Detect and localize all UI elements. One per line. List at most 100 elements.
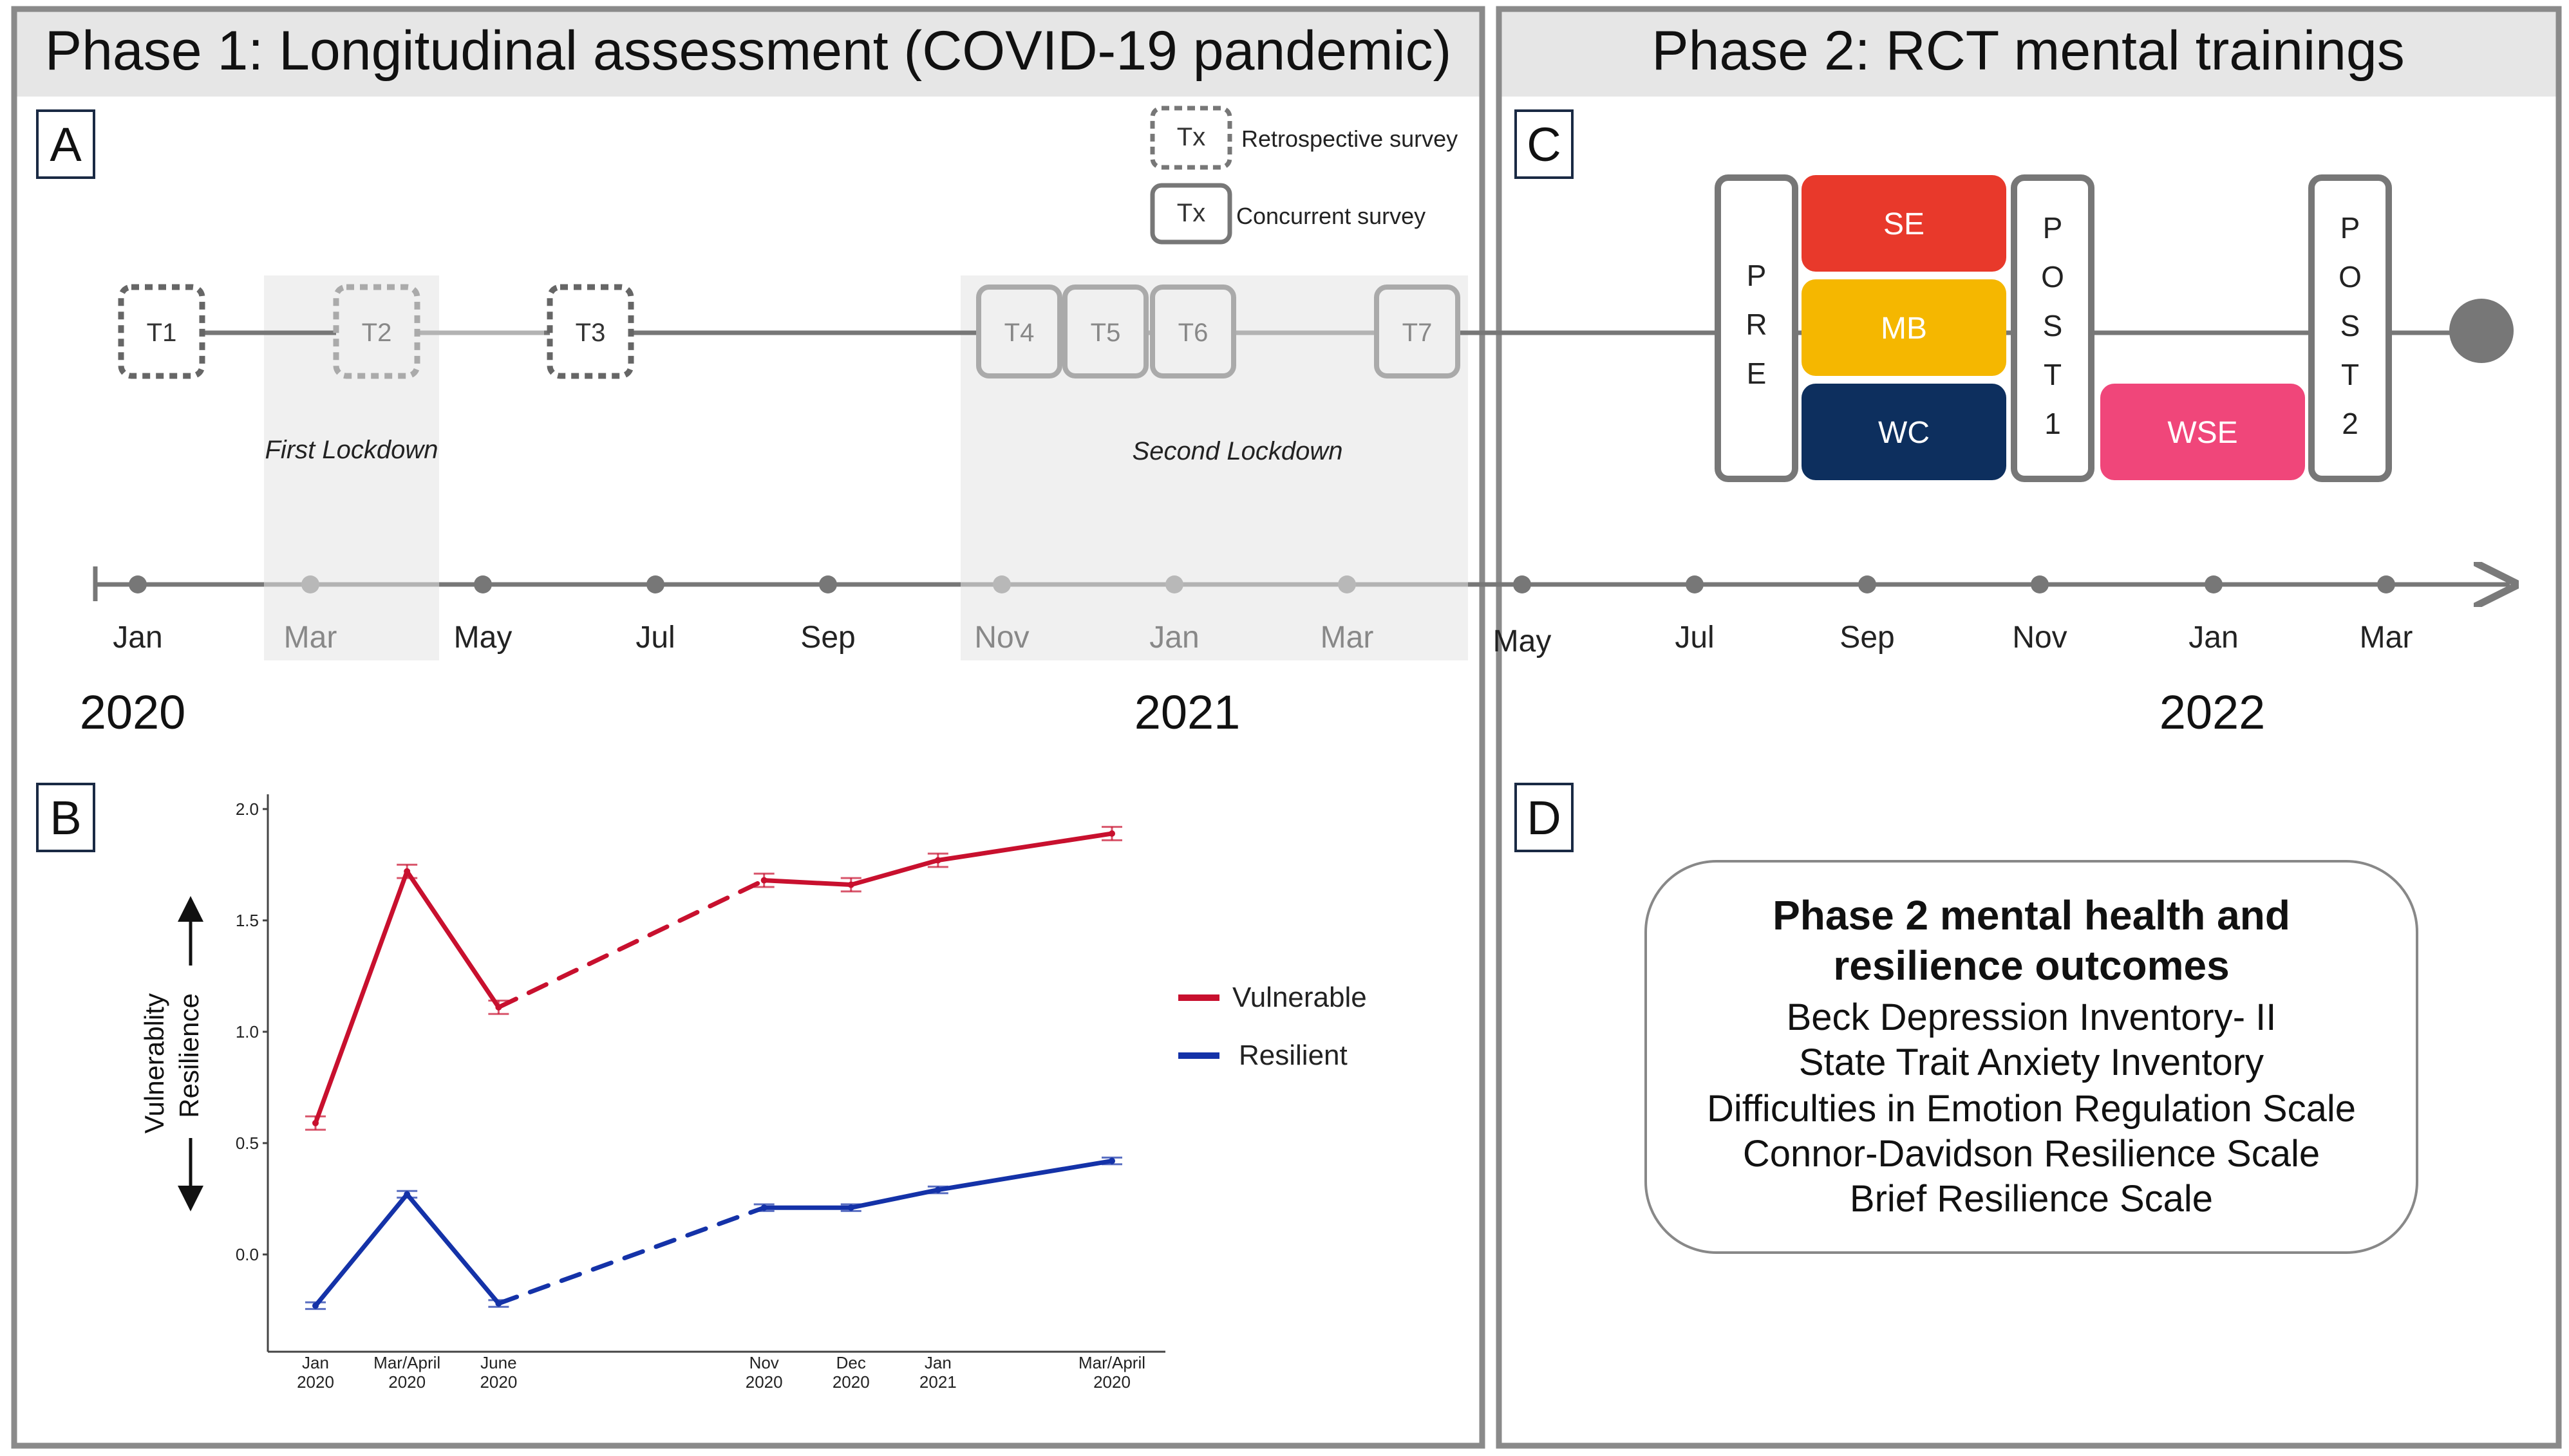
error-bar-vulnerable bbox=[397, 863, 418, 879]
month-label: Nov bbox=[2012, 621, 2067, 655]
second-lockdown-label: Second Lockdown bbox=[1133, 437, 1343, 465]
x-tick-year: 2021 bbox=[919, 1372, 957, 1392]
month-label: Jul bbox=[635, 621, 675, 655]
y-tick-label: 1.5 bbox=[236, 911, 259, 930]
svg-text:B: B bbox=[50, 791, 81, 845]
svg-text:S: S bbox=[2340, 309, 2360, 342]
svg-text:P: P bbox=[2340, 211, 2360, 245]
ylabel-vulnerability: Vulnerablity bbox=[139, 993, 169, 1134]
error-bar-resilient bbox=[840, 1203, 861, 1212]
data-point-vulnerable bbox=[312, 1119, 319, 1126]
x-tick-year: 2020 bbox=[1093, 1372, 1131, 1392]
y-tick-label: 0.5 bbox=[236, 1134, 259, 1153]
x-tick-label: Mar/April bbox=[373, 1353, 440, 1372]
legend-concurrent: Tx Concurrent survey bbox=[1150, 183, 1426, 245]
outcomes-box: Phase 2 mental health and resilience out… bbox=[1644, 860, 2418, 1254]
x-tick-label: Dec bbox=[836, 1353, 866, 1372]
phase1-header-bg bbox=[14, 9, 1482, 97]
y-tick-label: 2.0 bbox=[236, 799, 259, 819]
month-label: Nov bbox=[974, 621, 1029, 655]
month-dot bbox=[2031, 575, 2049, 593]
data-point-resilient bbox=[847, 1204, 854, 1211]
month-label: May bbox=[1493, 624, 1552, 658]
svg-text:Retrospective survey: Retrospective survey bbox=[1241, 126, 1458, 152]
first-lockdown-label: First Lockdown bbox=[265, 436, 438, 464]
post2-box: P O S T 2 bbox=[2308, 174, 2392, 482]
chart-legend: Vulnerable Resilient bbox=[1178, 982, 1367, 1071]
outcome-item: Connor-Davidson Resilience Scale bbox=[1743, 1133, 2320, 1175]
series-lines bbox=[313, 831, 1115, 1308]
svg-text:T4: T4 bbox=[1004, 319, 1035, 347]
x-tick-year: 2020 bbox=[297, 1372, 334, 1392]
series-segment-resilient bbox=[404, 1191, 501, 1306]
error-bar-resilient bbox=[1102, 1156, 1122, 1166]
month-dot bbox=[1165, 575, 1183, 593]
error-bar-vulnerable bbox=[1102, 826, 1122, 841]
error-bar-resilient bbox=[305, 1301, 326, 1311]
series-error-bars bbox=[305, 826, 1122, 1311]
outcome-item: Beck Depression Inventory- II bbox=[1787, 996, 2277, 1038]
svg-text:T5: T5 bbox=[1091, 319, 1121, 347]
month-dot bbox=[1338, 575, 1356, 593]
month-label: Jan bbox=[1149, 621, 1199, 655]
x-tick-label: Jan bbox=[302, 1353, 329, 1372]
phase2-title: Phase 2: RCT mental trainings bbox=[1652, 20, 2405, 82]
data-point-vulnerable bbox=[847, 881, 854, 888]
svg-text:SE: SE bbox=[1883, 207, 1924, 241]
data-point-resilient bbox=[495, 1300, 502, 1307]
x-tick-year: 2020 bbox=[746, 1372, 783, 1392]
month-label: Mar bbox=[1321, 621, 1374, 655]
month-dot bbox=[1686, 575, 1704, 593]
month-dot bbox=[474, 575, 492, 593]
timepoint-t6: T6 bbox=[1150, 285, 1236, 378]
error-bar-resilient bbox=[753, 1203, 775, 1212]
svg-text:T: T bbox=[2044, 358, 2062, 391]
svg-text:A: A bbox=[50, 118, 82, 171]
y-tick-label: 0.0 bbox=[236, 1245, 259, 1264]
svg-text:D: D bbox=[1527, 791, 1561, 845]
timepoint-t3: T3 bbox=[547, 284, 634, 379]
series-segment-vulnerable bbox=[849, 857, 941, 888]
error-bar-resilient bbox=[927, 1185, 948, 1195]
svg-text:R: R bbox=[1746, 308, 1767, 341]
wse-box: WSE bbox=[2100, 384, 2305, 480]
series-segment-vulnerable bbox=[496, 878, 767, 1010]
svg-text:Tx: Tx bbox=[1177, 199, 1205, 227]
x-tick-year: 2020 bbox=[480, 1372, 517, 1392]
month-label: Mar bbox=[2360, 621, 2413, 655]
legend-vulnerable-label: Vulnerable bbox=[1232, 982, 1367, 1013]
month-dot bbox=[301, 575, 319, 593]
data-point-vulnerable bbox=[934, 857, 941, 864]
timepoint-t5: T5 bbox=[1062, 285, 1149, 378]
outcomes-title-line1: Phase 2 mental health and bbox=[1773, 892, 2290, 938]
panel-label-d: D bbox=[1514, 783, 1574, 852]
series-segment-resilient bbox=[936, 1159, 1115, 1193]
wc-box: WC bbox=[1802, 384, 2006, 480]
x-tick-label: Jan bbox=[925, 1353, 952, 1372]
outcome-item: State Trait Anxiety Inventory bbox=[1799, 1041, 2264, 1083]
month-label: Jan bbox=[113, 621, 162, 655]
x-tick-year: 2020 bbox=[833, 1372, 870, 1392]
month-labels: Jan Mar May Jul Sep Nov Jan Mar May Jul Sep Nov Jan M… bbox=[113, 621, 2413, 658]
month-label: Mar bbox=[284, 621, 337, 655]
panel-label-a: A bbox=[36, 109, 95, 179]
error-bar-vulnerable bbox=[840, 877, 861, 893]
data-point-resilient bbox=[312, 1302, 319, 1309]
data-point-resilient bbox=[404, 1191, 411, 1198]
error-bar-resilient bbox=[397, 1190, 418, 1199]
month-dot bbox=[2377, 575, 2395, 593]
data-point-vulnerable bbox=[1109, 830, 1115, 837]
month-label: Sep bbox=[800, 621, 855, 655]
svg-text:P: P bbox=[1747, 259, 1767, 292]
panel-label-b: B bbox=[36, 783, 95, 852]
data-point-resilient bbox=[760, 1204, 767, 1211]
timepoint-t1: T1 bbox=[118, 284, 205, 379]
timepoint-t7: T7 bbox=[1374, 285, 1460, 378]
error-bar-vulnerable bbox=[305, 1115, 326, 1131]
series-segment-vulnerable bbox=[936, 831, 1115, 863]
svg-text:T6: T6 bbox=[1178, 319, 1209, 347]
series-segment-resilient bbox=[849, 1188, 941, 1210]
x-tick-label: Mar/April bbox=[1078, 1353, 1145, 1372]
svg-text:S: S bbox=[2043, 309, 2063, 342]
